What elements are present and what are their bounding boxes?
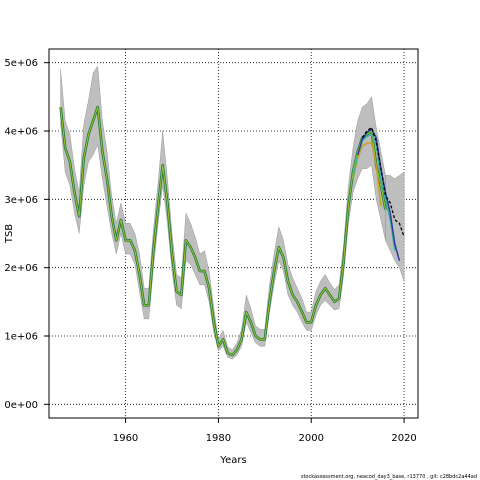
y-tick-label: 3e+06 <box>4 195 38 206</box>
y-tick-label: 1e+06 <box>4 332 38 343</box>
y-tick-label: 4e+06 <box>4 127 38 138</box>
x-axis-title: Years <box>219 455 246 466</box>
x-tick-label: 1960 <box>113 433 138 444</box>
x-axis: 1960 1980 2000 2020 <box>113 418 417 444</box>
plot-frame <box>48 48 419 419</box>
grid-lines <box>49 49 418 418</box>
retro-line-black <box>361 126 405 238</box>
series-lines <box>59 105 405 357</box>
y-tick-label: 5e+06 <box>4 58 38 69</box>
y-tick-label: 2e+06 <box>4 263 38 274</box>
x-tick-label: 1980 <box>206 433 231 444</box>
estimate-line-highlight <box>60 106 386 356</box>
forecast-confidence-band <box>385 171 405 282</box>
y-axis: 0e+00 1e+06 2e+06 3e+06 4e+06 5e+06 <box>4 58 49 411</box>
estimate-confidence-band <box>60 65 386 360</box>
y-tick-label: 0e+00 <box>4 400 38 411</box>
estimate-line <box>59 105 387 357</box>
footer-note: stockassessment.org, neacod_day3_base, r… <box>301 474 477 480</box>
x-tick-label: 2020 <box>391 433 416 444</box>
x-tick-label: 2000 <box>299 433 324 444</box>
y-axis-title: TSB <box>4 224 15 244</box>
